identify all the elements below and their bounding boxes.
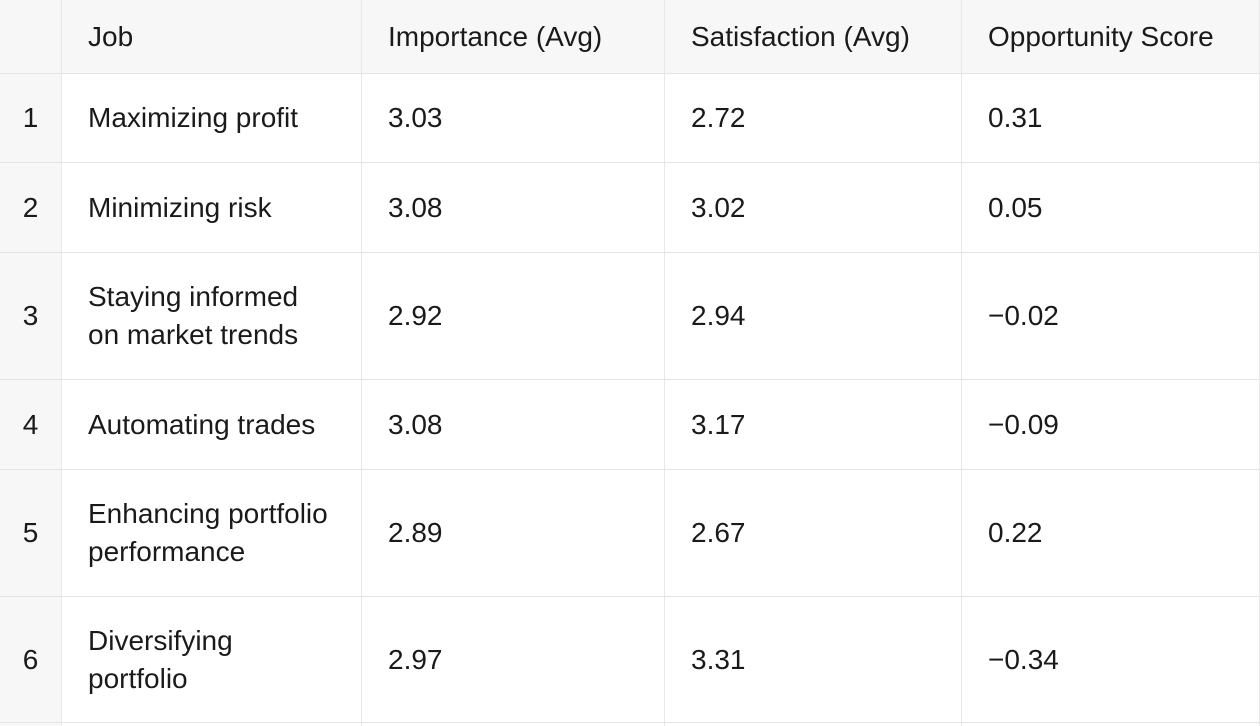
opportunity-value: −0.02 [988,300,1059,331]
header-cell-row-number [0,0,62,73]
opportunity-cell: 0.05 [962,163,1260,252]
satisfaction-cell: 2.94 [665,253,962,379]
opportunity-cell: −0.34 [962,597,1260,722]
satisfaction-cell: 3.31 [665,597,962,722]
row-number-cell [0,723,62,726]
opportunity-value: −0.09 [988,408,1059,440]
importance-value: 3.08 [388,191,443,223]
header-cell-job: Job [62,0,362,73]
job-name: Staying informed on market trends [88,281,299,350]
row-number-cell: 4 [0,380,62,469]
importance-value: 3.03 [388,102,443,133]
header-label-satisfaction: Satisfaction (Avg) [691,20,910,52]
table-row: 6 Diversifying portfolio 2.97 3.31 −0.34 [0,596,1260,722]
row-number: 5 [22,517,39,548]
table-header-row: Job Importance (Avg) Satisfaction (Avg) … [0,0,1260,73]
job-name: Enhancing portfolio performance [88,498,328,567]
satisfaction-cell: 3.17 [665,380,962,469]
satisfaction-value: 2.72 [691,102,746,133]
job-name: Maximizing profit [88,102,299,133]
job-name: Automating trades [88,408,316,440]
satisfaction-cell: 2.67 [665,470,962,596]
row-number: 1 [22,102,39,133]
job-name: Minimizing risk [88,191,272,223]
importance-value: 2.97 [388,643,443,675]
importance-value: 2.92 [388,300,443,331]
job-cell: Automating trades [62,380,362,469]
job-cell: Diversifying portfolio [62,597,362,722]
importance-cell: 3.03 [362,74,665,162]
next-row-sliver [0,722,1260,726]
opportunity-cell: 0.22 [962,470,1260,596]
job-cell: Staying informed on market trends [62,253,362,379]
table-row: 5 Enhancing portfolio performance 2.89 2… [0,469,1260,596]
job-cell: Enhancing portfolio performance [62,470,362,596]
satisfaction-cell: 2.72 [665,74,962,162]
opportunity-cell: −0.02 [962,253,1260,379]
row-number: 2 [22,191,39,223]
satisfaction-value: 3.31 [691,643,746,675]
opportunity-cell: −0.09 [962,380,1260,469]
table-row: 4 Automating trades 3.08 3.17 −0.09 [0,379,1260,469]
satisfaction-value: 3.17 [691,408,746,440]
row-number-cell: 1 [0,74,62,162]
header-label-job: Job [88,20,134,52]
opportunity-value: 0.22 [988,517,1043,548]
row-number: 3 [22,300,39,331]
header-label-importance: Importance (Avg) [388,20,603,52]
row-number-cell: 6 [0,597,62,722]
table-row: 3 Staying informed on market trends 2.92… [0,252,1260,379]
row-number-cell: 3 [0,253,62,379]
importance-cell [362,723,665,726]
row-number: 6 [22,643,39,675]
importance-cell: 3.08 [362,380,665,469]
job-cell: Maximizing profit [62,74,362,162]
row-number-cell: 5 [0,470,62,596]
row-number: 4 [22,408,39,440]
table-row: 1 Maximizing profit 3.03 2.72 0.31 [0,73,1260,162]
importance-cell: 2.92 [362,253,665,379]
opportunity-value: 0.31 [988,102,1043,133]
importance-value: 3.08 [388,408,443,440]
importance-value: 2.89 [388,517,443,548]
satisfaction-cell: 3.02 [665,163,962,252]
satisfaction-value: 3.02 [691,191,746,223]
header-cell-importance: Importance (Avg) [362,0,665,73]
opportunity-value: 0.05 [988,191,1043,223]
job-cell [62,723,362,726]
importance-cell: 2.89 [362,470,665,596]
satisfaction-value: 2.67 [691,517,746,548]
header-label-opportunity: Opportunity Score [988,20,1214,52]
row-number-cell: 2 [0,163,62,252]
opportunity-value: −0.34 [988,643,1059,675]
job-cell: Minimizing risk [62,163,362,252]
header-cell-opportunity: Opportunity Score [962,0,1260,73]
table-row: 2 Minimizing risk 3.08 3.02 0.05 [0,162,1260,252]
importance-cell: 3.08 [362,163,665,252]
opportunity-cell: 0.31 [962,74,1260,162]
job-name: Diversifying portfolio [88,624,233,694]
header-cell-satisfaction: Satisfaction (Avg) [665,0,962,73]
satisfaction-value: 2.94 [691,300,746,331]
importance-cell: 2.97 [362,597,665,722]
satisfaction-cell [665,723,962,726]
